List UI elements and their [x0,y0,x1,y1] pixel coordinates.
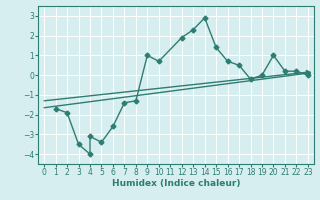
X-axis label: Humidex (Indice chaleur): Humidex (Indice chaleur) [112,179,240,188]
